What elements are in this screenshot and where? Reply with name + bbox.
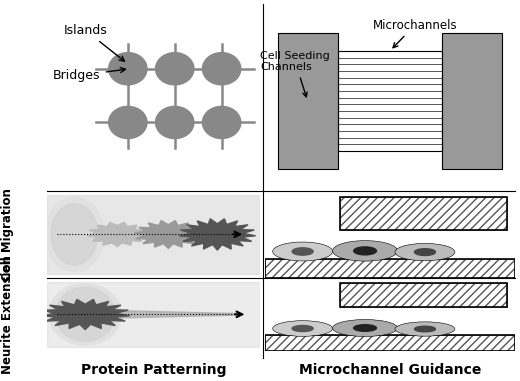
Text: Protein Patterning: Protein Patterning — [81, 363, 226, 377]
Bar — [337, 51, 443, 151]
Ellipse shape — [333, 320, 397, 336]
Ellipse shape — [414, 326, 435, 332]
Text: Cell Seeding
Channels: Cell Seeding Channels — [260, 51, 330, 97]
Bar — [340, 197, 508, 230]
Polygon shape — [41, 299, 130, 330]
Ellipse shape — [272, 321, 333, 336]
Circle shape — [109, 106, 147, 139]
Polygon shape — [179, 219, 255, 250]
Bar — [340, 283, 508, 307]
Bar — [278, 33, 337, 169]
Ellipse shape — [55, 287, 115, 341]
Circle shape — [155, 106, 194, 139]
Bar — [337, 51, 443, 151]
Circle shape — [109, 53, 147, 85]
Ellipse shape — [354, 247, 376, 255]
Bar — [265, 335, 515, 351]
Polygon shape — [107, 311, 241, 318]
Text: Cell Migration: Cell Migration — [1, 188, 15, 281]
Polygon shape — [134, 221, 202, 248]
Ellipse shape — [354, 325, 376, 331]
Text: Bridges: Bridges — [53, 67, 125, 82]
Ellipse shape — [51, 203, 98, 265]
Bar — [340, 283, 508, 307]
Text: Microchannel Guidance: Microchannel Guidance — [299, 363, 481, 377]
Ellipse shape — [395, 243, 455, 261]
Text: Neurite Extension: Neurite Extension — [1, 255, 15, 374]
Circle shape — [155, 53, 194, 85]
Ellipse shape — [414, 249, 435, 256]
Ellipse shape — [45, 197, 105, 272]
Bar — [265, 259, 515, 278]
Bar — [443, 33, 502, 169]
Ellipse shape — [49, 283, 121, 345]
Text: Microchannels: Microchannels — [373, 19, 457, 48]
Ellipse shape — [292, 325, 313, 331]
Circle shape — [202, 106, 241, 139]
Bar — [265, 259, 515, 278]
Text: Islands: Islands — [64, 24, 124, 61]
Circle shape — [202, 53, 241, 85]
Bar — [340, 197, 508, 230]
Ellipse shape — [395, 322, 455, 336]
Ellipse shape — [272, 242, 333, 261]
Polygon shape — [87, 223, 147, 247]
Bar — [265, 335, 515, 351]
Ellipse shape — [333, 241, 397, 261]
Ellipse shape — [292, 248, 313, 255]
